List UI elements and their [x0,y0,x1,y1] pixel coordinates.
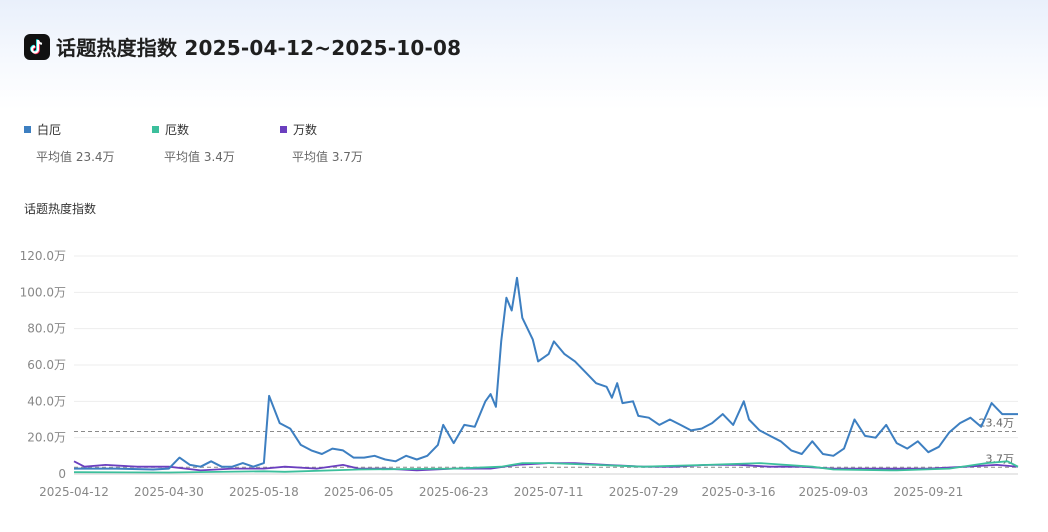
average-line-label: 23.4万 [979,416,1015,429]
legend-swatch [24,126,31,133]
x-tick-label: 2025-04-12 [39,485,109,499]
legend-average: 平均值 3.4万 [164,150,235,164]
legend-item[interactable]: 厄数 平均值 3.4万 [152,121,280,165]
legend-swatch [152,126,159,133]
y-tick-label: 0 [58,467,66,481]
x-tick-label: 2025-06-23 [419,485,489,499]
legend-average: 平均值 3.7万 [292,150,363,164]
legend-item[interactable]: 白厄 平均值 23.4万 [24,121,152,165]
y-tick-label: 60.0万 [27,358,66,372]
series-line [73,460,1019,474]
x-tick-label: 2025-07-29 [609,485,679,499]
legend-average: 平均值 23.4万 [36,150,115,164]
x-tick-label: 2025-07-11 [514,485,584,499]
legend-item[interactable]: 万数 平均值 3.7万 [280,121,408,165]
tiktok-logo-icon [24,33,50,60]
x-tick-label: 2025-09-21 [893,485,963,499]
y-tick-label: 40.0万 [27,394,66,408]
series-line [74,276,1018,471]
page-title: 话题热度指数 2025-04-12~2025-10-08 [56,36,462,60]
legend-name: 厄数 [165,123,190,137]
x-tick-label: 2025-09-03 [799,485,869,499]
legend-swatch [280,126,287,133]
legend-name: 万数 [293,123,318,137]
y-tick-label: 80.0万 [27,322,66,336]
y-axis-title: 话题热度指数 [24,202,97,216]
page-header: 话题热度指数 2025-04-12~2025-10-08 [24,32,461,61]
y-tick-label: 100.0万 [20,285,66,299]
x-tick-label: 2025-04-30 [134,485,204,499]
y-tick-label: 120.0万 [20,249,66,263]
x-tick-label: 2025-0-3-16 [701,485,775,499]
y-tick-label: 20.0万 [27,431,66,445]
x-tick-label: 2025-05-18 [229,485,299,499]
x-tick-label: 2025-06-05 [324,485,394,499]
chart-legend: 白厄 平均值 23.4万 厄数 平均值 3.4万 万数 平均值 3.7万 [24,121,408,165]
legend-name: 白厄 [37,123,62,137]
